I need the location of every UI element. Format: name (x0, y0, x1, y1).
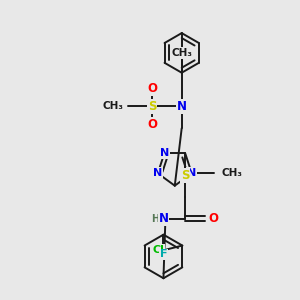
Text: F: F (160, 250, 167, 260)
Text: N: N (160, 148, 169, 158)
Text: O: O (147, 118, 157, 131)
Text: CH₃: CH₃ (171, 48, 192, 58)
Text: N: N (177, 100, 187, 113)
Text: N: N (187, 168, 196, 178)
Text: S: S (181, 169, 190, 182)
Text: O: O (208, 212, 218, 225)
Text: N: N (158, 212, 169, 225)
Text: Cl: Cl (153, 244, 164, 254)
Text: CH₃: CH₃ (102, 101, 123, 111)
Text: CH₃: CH₃ (221, 168, 242, 178)
Text: H: H (152, 214, 160, 224)
Text: N: N (153, 168, 162, 178)
Text: O: O (147, 82, 157, 95)
Text: S: S (148, 100, 156, 113)
